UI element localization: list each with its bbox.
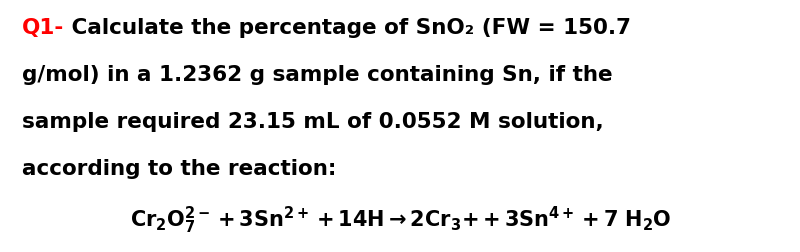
Text: g/mol) in a 1.2362 g sample containing Sn, if the: g/mol) in a 1.2362 g sample containing S…	[22, 65, 613, 85]
Text: Calculate the percentage of SnO₂ (FW = 150.7: Calculate the percentage of SnO₂ (FW = 1…	[64, 18, 631, 38]
Text: $\mathbf{Cr_2O_7^{2-} + 3Sn^{2+} + 14H \rightarrow 2Cr_3{+} + 3Sn^{4+} + 7\ H_2O: $\mathbf{Cr_2O_7^{2-} + 3Sn^{2+} + 14H \…	[130, 205, 671, 236]
Text: Q1-: Q1-	[22, 18, 64, 38]
Text: according to the reaction:: according to the reaction:	[22, 159, 336, 179]
Text: sample required 23.15 mL of 0.0552 M solution,: sample required 23.15 mL of 0.0552 M sol…	[22, 112, 604, 132]
